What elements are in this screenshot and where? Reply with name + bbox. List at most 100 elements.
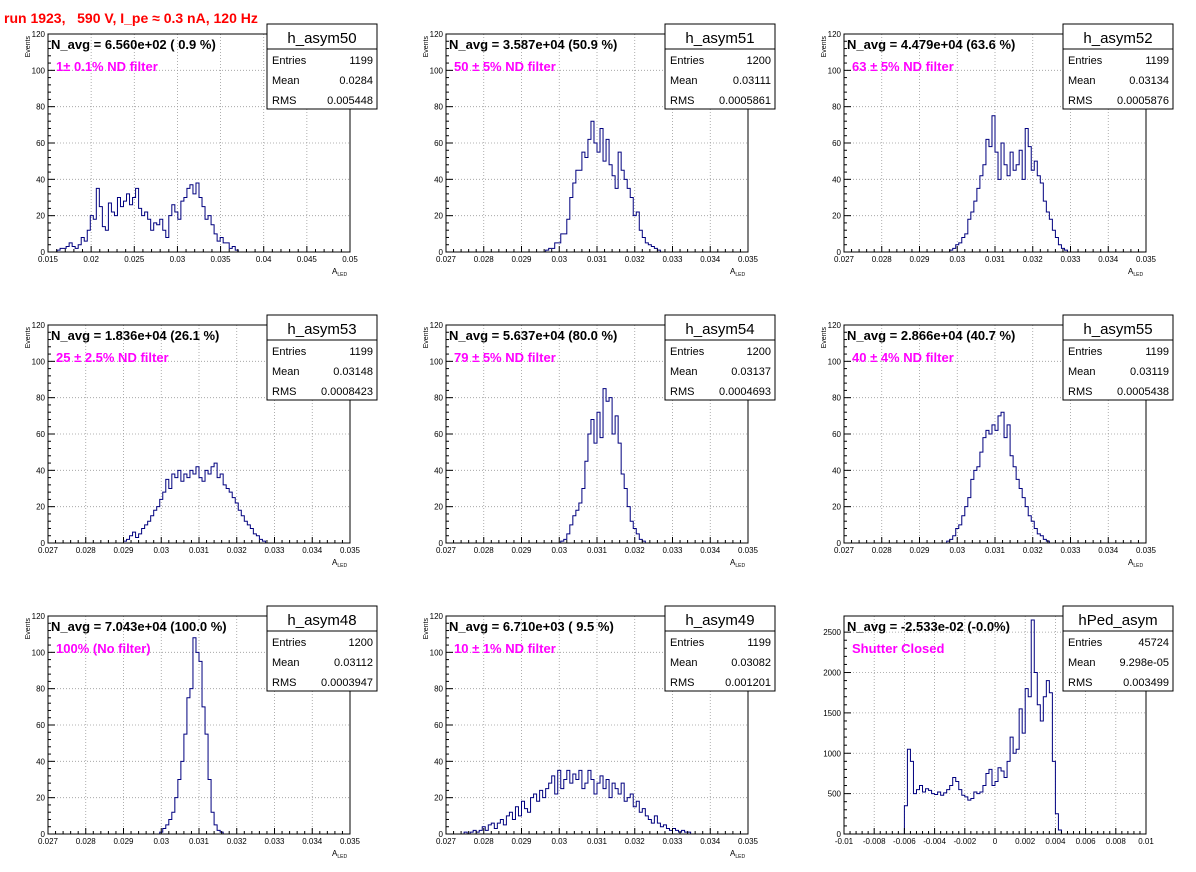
filter-label: Shutter Closed bbox=[852, 641, 945, 656]
stats-label: RMS bbox=[272, 677, 296, 689]
stats-value: 0.0284 bbox=[339, 75, 373, 87]
navg-label: N_avg = 1.836e+04 (26.1 %) bbox=[51, 328, 219, 343]
stats-label: Entries bbox=[670, 346, 705, 358]
stats-title-box bbox=[664, 605, 776, 632]
y-axis-title: Events bbox=[423, 36, 430, 58]
x-axis-subscript: LED bbox=[1133, 272, 1143, 278]
y-tick-label: 120 bbox=[32, 612, 46, 621]
stats-value: 1199 bbox=[747, 637, 771, 649]
y-tick-label: 40 bbox=[434, 466, 443, 475]
y-tick-label: 0 bbox=[837, 248, 842, 257]
stats-box bbox=[266, 48, 378, 110]
y-tick-label: 120 bbox=[828, 30, 842, 39]
stats-value: 0.003499 bbox=[1123, 677, 1169, 689]
y-tick-label: 40 bbox=[832, 466, 841, 475]
x-tick-label: 0.02 bbox=[83, 255, 99, 264]
navg-label: N_avg = 6.710e+03 ( 9.5 %) bbox=[449, 619, 614, 634]
stats-label: RMS bbox=[670, 95, 694, 107]
histogram-panel: 0.027 0.028 0.029 0.03 0.031 0.032 0.033 0.034 0… bbox=[821, 314, 1174, 569]
y-tick-label: 0 bbox=[41, 830, 46, 839]
y-axis-title: Events bbox=[25, 618, 32, 640]
histogram-panel: -0.01 -0.008 -0.006 -0.004 -0.002 0 0.002 0.004… bbox=[823, 605, 1174, 846]
y-tick-label: 40 bbox=[36, 466, 45, 475]
x-tick-label: -0.008 bbox=[863, 837, 886, 846]
stats-value: 1199 bbox=[349, 55, 373, 67]
y-tick-label: 100 bbox=[32, 66, 46, 75]
x-tick-label: 0.03 bbox=[170, 255, 186, 264]
y-tick-label: 80 bbox=[434, 103, 443, 112]
y-tick-label: 2000 bbox=[823, 669, 841, 678]
stats-label: Mean bbox=[272, 75, 300, 87]
x-tick-label: 0.028 bbox=[872, 255, 893, 264]
stats-label: RMS bbox=[1068, 386, 1092, 398]
x-tick-label: 0.035 bbox=[211, 255, 232, 264]
y-tick-label: 0 bbox=[439, 830, 444, 839]
x-axis-subscript: LED bbox=[337, 563, 347, 569]
filter-label: 1± 0.1% ND filter bbox=[56, 59, 158, 74]
stats-value: 0.005448 bbox=[327, 95, 373, 107]
navg-label: N_avg = 5.637e+04 (80.0 %) bbox=[449, 328, 617, 343]
navg-label: N_avg = 7.043e+04 (100.0 %) bbox=[51, 619, 227, 634]
y-tick-label: 0 bbox=[837, 830, 842, 839]
y-tick-label: 80 bbox=[36, 685, 45, 694]
stats-title-box bbox=[664, 314, 776, 341]
y-axis-title: Events bbox=[821, 36, 828, 58]
x-axis-title: ALED bbox=[332, 849, 347, 860]
stats-label: Entries bbox=[272, 637, 307, 649]
histogram-panel: 0.027 0.028 0.029 0.03 0.031 0.032 0.033 0.034 0… bbox=[821, 23, 1174, 278]
histogram-panel: 0.027 0.028 0.029 0.03 0.031 0.032 0.033 0.034 0… bbox=[423, 23, 776, 278]
filter-label: 79 ± 5% ND filter bbox=[454, 350, 556, 365]
histogram-name: h_asym53 bbox=[287, 321, 356, 338]
y-tick-label: 120 bbox=[430, 612, 444, 621]
y-tick-label: 0 bbox=[41, 248, 46, 257]
stats-label: Mean bbox=[670, 75, 698, 87]
x-tick-label: 0.045 bbox=[297, 255, 318, 264]
navg-label: N_avg = -2.533e-02 (-0.0%) bbox=[847, 619, 1010, 634]
histogram-name: h_asym49 bbox=[685, 612, 754, 629]
x-tick-label: 0 bbox=[993, 837, 998, 846]
x-tick-label: 0.034 bbox=[302, 546, 323, 555]
y-tick-label: 80 bbox=[832, 394, 841, 403]
filter-label: 40 ± 4% ND filter bbox=[852, 350, 954, 365]
histogram-line bbox=[48, 182, 350, 253]
stats-value: 45724 bbox=[1138, 637, 1169, 649]
filter-label: 10 ± 1% ND filter bbox=[454, 641, 556, 656]
stats-label: Entries bbox=[1068, 637, 1103, 649]
stats-label: Entries bbox=[1068, 346, 1103, 358]
x-tick-label: 0.032 bbox=[625, 255, 646, 264]
x-tick-label: 0.035 bbox=[1136, 546, 1157, 555]
y-tick-label: 100 bbox=[32, 648, 46, 657]
y-tick-label: 80 bbox=[434, 394, 443, 403]
x-tick-label: 0.03 bbox=[551, 837, 567, 846]
x-tick-label: 0.029 bbox=[113, 837, 134, 846]
x-tick-label: 0.029 bbox=[909, 546, 930, 555]
stats-label: RMS bbox=[670, 386, 694, 398]
x-tick-label: 0.03 bbox=[551, 546, 567, 555]
filter-label: 100% (No filter) bbox=[56, 641, 151, 656]
x-tick-label: 0.032 bbox=[625, 546, 646, 555]
x-tick-label: 0.027 bbox=[834, 255, 855, 264]
y-tick-label: 20 bbox=[832, 212, 841, 221]
y-tick-label: 20 bbox=[36, 212, 45, 221]
y-tick-label: 60 bbox=[832, 430, 841, 439]
stats-value: 0.03137 bbox=[731, 366, 771, 378]
stats-label: Entries bbox=[272, 346, 307, 358]
y-tick-label: 1500 bbox=[823, 709, 841, 718]
x-tick-label: 0.028 bbox=[76, 837, 97, 846]
x-tick-label: 0.035 bbox=[1136, 255, 1157, 264]
x-tick-label: 0.004 bbox=[1045, 837, 1066, 846]
x-tick-label: 0.033 bbox=[662, 255, 683, 264]
x-tick-label: 0.002 bbox=[1015, 837, 1036, 846]
x-tick-label: 0.015 bbox=[38, 255, 59, 264]
x-tick-label: 0.027 bbox=[436, 255, 457, 264]
x-axis-subscript: LED bbox=[735, 854, 745, 860]
stats-value: 0.03119 bbox=[1130, 366, 1169, 378]
stats-label: Mean bbox=[670, 366, 698, 378]
stats-label: Mean bbox=[1068, 657, 1096, 669]
y-axis-title: Events bbox=[25, 36, 32, 58]
x-tick-label: 0.032 bbox=[1023, 546, 1044, 555]
stats-label: Entries bbox=[272, 55, 307, 67]
stats-box bbox=[266, 630, 378, 692]
filter-label: 25 ± 2.5% ND filter bbox=[56, 350, 169, 365]
